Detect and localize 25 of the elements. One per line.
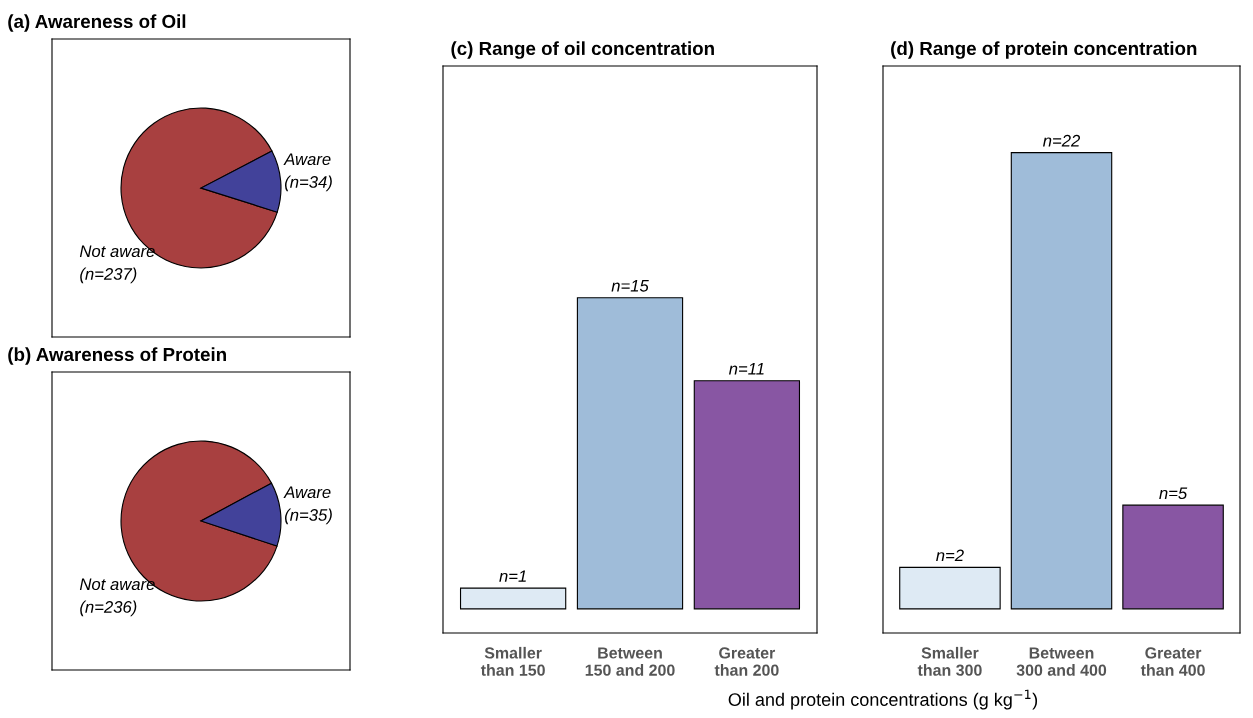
data-label: (n=237)	[80, 267, 137, 284]
chart-title: (b) Awareness of Protein	[8, 347, 226, 365]
data-label: n=2	[936, 549, 964, 562]
x-tick-label: Greater than 400	[1140, 647, 1205, 676]
chart-title: (c) Range of oil concentration	[451, 41, 714, 59]
x-tick-label: Between 300 and 400	[1016, 647, 1107, 676]
slice-label: Not aware	[79, 578, 155, 591]
x-tick-label: Smaller than 150	[480, 646, 545, 676]
data-label: (n=35)	[284, 508, 332, 525]
slice-label: Aware	[283, 486, 331, 499]
data-label: n=5	[1159, 487, 1188, 500]
data-label: n=15	[611, 280, 649, 292]
data-label: n=22	[1043, 134, 1081, 147]
chart-title: (a) Awareness of Oil	[8, 14, 186, 32]
chart-title: (d) Range of protein concentration	[891, 41, 1197, 59]
x-tick-label: Smaller than 300	[917, 646, 982, 676]
slice-label: Aware	[283, 153, 331, 166]
x-tick-label: Between 150 and 200	[585, 647, 675, 676]
data-label: n=11	[729, 363, 764, 375]
x-axis-title: Oil and protein concentrations (g kg$^{−1}$)	[728, 689, 1038, 710]
slice-label: Not aware	[79, 245, 155, 258]
data-label: (n=34)	[284, 175, 332, 192]
data-label: (n=236)	[80, 600, 137, 617]
data-label: n=1	[499, 570, 526, 582]
x-tick-label: Greater than 200	[714, 647, 779, 676]
